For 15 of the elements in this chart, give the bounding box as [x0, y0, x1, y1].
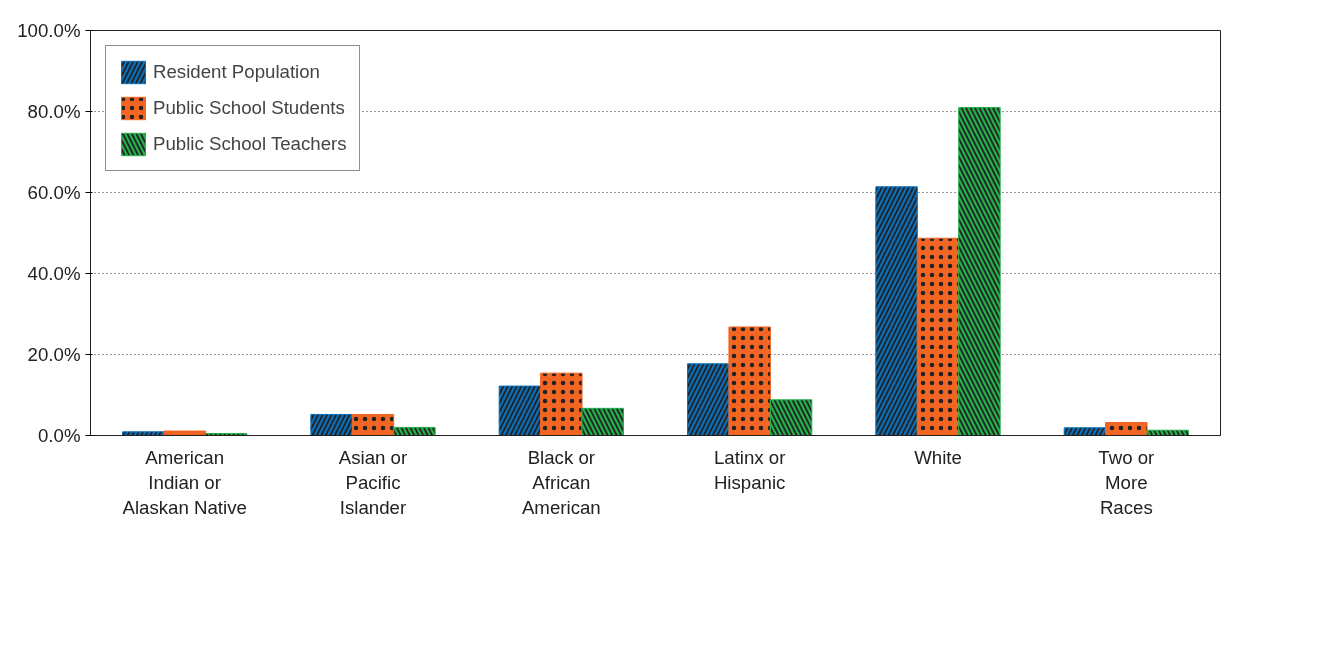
y-tick-label: 60.0%: [27, 182, 81, 203]
x-tick-label: American Indian or Alaskan Native: [122, 446, 247, 518]
y-tick-label: 40.0%: [27, 263, 81, 284]
x-tick-label: Asian or Pacific Islander: [338, 446, 408, 518]
legend-label: Public School Teachers: [153, 133, 347, 155]
legend-label: Resident Population: [153, 61, 320, 83]
y-tick-label: 0.0%: [37, 425, 81, 446]
y-tick-label: 80.0%: [27, 101, 81, 122]
x-tick-label: Two or More Races: [1098, 446, 1155, 518]
legend-label: Public School Students: [153, 97, 345, 119]
x-tick-label: Black or African American: [521, 446, 601, 518]
y-tick-label: 100.0%: [17, 20, 81, 41]
x-tick-label: Latinx or Hispanic: [713, 446, 786, 493]
y-tick-label: 20.0%: [27, 344, 81, 365]
x-tick-label: White: [914, 446, 962, 468]
